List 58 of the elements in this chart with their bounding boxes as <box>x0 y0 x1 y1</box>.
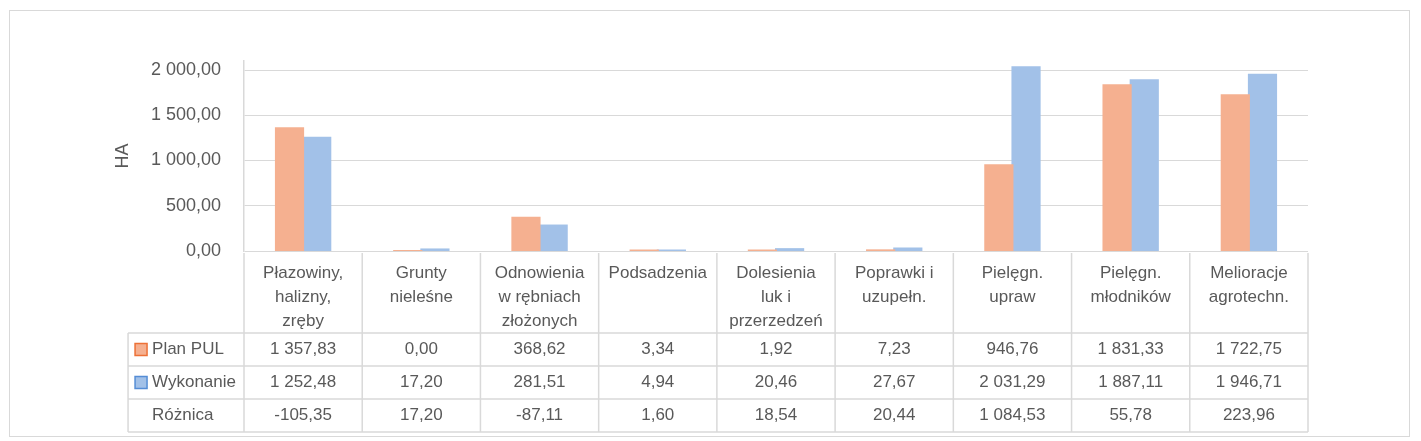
text: 1 084,53 <box>979 405 1046 425</box>
text: 20,44 <box>872 405 916 425</box>
x-tick-label: Melioracje agrotechn. <box>1208 262 1290 306</box>
data-label: 20,46 <box>754 372 798 392</box>
data-label: 1 831,33 <box>1097 339 1164 359</box>
x-tick-label: Podsadzenia <box>608 262 708 282</box>
data-label: 27,67 <box>872 372 916 392</box>
data-label: 1 887,11 <box>1098 372 1164 392</box>
bar <box>775 248 805 251</box>
x-tick-label: Pielęgn. upraw <box>981 262 1044 306</box>
bar <box>538 224 568 251</box>
data-label: 0,00 <box>404 339 438 359</box>
y-tick-label: 1 000,00 <box>150 149 221 170</box>
bar <box>1102 84 1132 251</box>
data-label: 1 357,83 <box>270 339 337 359</box>
text: 55,78 <box>1109 405 1152 425</box>
bar <box>302 136 332 251</box>
data-label: 2 031,29 <box>979 372 1046 392</box>
data-label: 4,94 <box>641 372 675 392</box>
bar <box>1247 73 1278 251</box>
text: 1,60 <box>641 405 675 425</box>
bar <box>511 216 541 251</box>
text: 17,20 <box>400 405 443 425</box>
data-label: 1 252,48 <box>270 372 337 392</box>
y-tick-label: 500,00 <box>165 194 221 215</box>
data-label: 368,62 <box>513 339 566 359</box>
bar <box>893 247 923 251</box>
legend-label: Plan PUL <box>152 339 224 359</box>
bar <box>1220 94 1250 251</box>
x-tick-label: Grunty nieleśne <box>389 262 453 306</box>
text: 18,54 <box>754 405 798 425</box>
x-tick-label: Odnowienia w rębniach złożonych <box>494 262 585 330</box>
data-label: 7,23 <box>877 339 911 359</box>
bar <box>420 248 450 251</box>
y-tick-label: 2 000,00 <box>150 59 221 80</box>
text: -105,35 <box>274 405 332 425</box>
x-tick-label: Płazowiny, halizny, zręby <box>263 262 344 330</box>
data-label: 17,20 <box>400 372 443 392</box>
data-label: 1 722,75 <box>1215 339 1282 359</box>
y-axis-title: HA <box>111 143 132 169</box>
bar <box>1129 79 1159 251</box>
bar <box>1011 66 1041 251</box>
text: -87,11 <box>516 405 564 425</box>
x-tick-label: Dolesienia luk i przerzedzeń <box>729 262 823 330</box>
text: 223,96 <box>1222 405 1275 425</box>
bar <box>274 127 305 251</box>
data-label: 281,51 <box>513 372 566 392</box>
data-label: 946,76 <box>986 339 1039 359</box>
x-tick-label: Pielęgn. młodników <box>1090 262 1172 306</box>
x-tick-label: Poprawki i uzupełn. <box>855 262 934 306</box>
data-label: 1 946,71 <box>1215 372 1282 392</box>
bar <box>984 164 1014 251</box>
legend-label: Wykonanie <box>152 372 237 392</box>
y-tick-label: 0,00 <box>185 239 221 260</box>
text: Różnica <box>152 405 215 425</box>
data-label: 3,34 <box>641 339 675 359</box>
data-label: 1,92 <box>759 339 793 359</box>
y-tick-label: 1 500,00 <box>150 104 221 125</box>
